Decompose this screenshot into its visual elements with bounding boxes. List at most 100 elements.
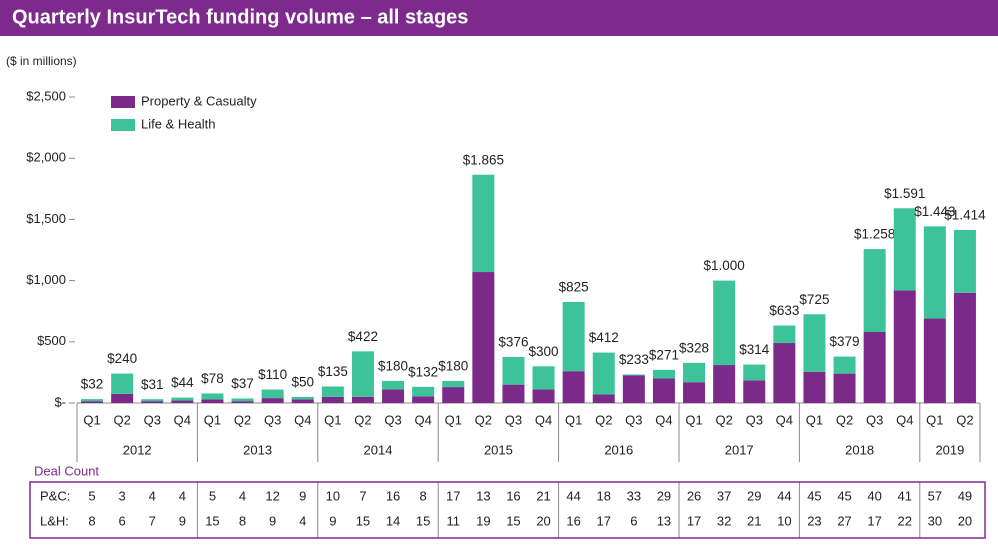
deal-count: 15 — [205, 513, 219, 528]
deal-count: 27 — [837, 513, 851, 528]
deal-count: 57 — [928, 488, 942, 503]
year-label: 2013 — [243, 442, 272, 457]
bar-segment — [923, 226, 946, 319]
x-tick-label: Q3 — [746, 412, 763, 427]
total-label: $31 — [141, 377, 164, 392]
deal-count: 30 — [928, 513, 942, 528]
bar-segment — [291, 399, 314, 403]
total-label: $1.443 — [914, 204, 955, 219]
year-label: 2019 — [935, 442, 964, 457]
total-label: $412 — [589, 330, 619, 345]
deal-count: 7 — [149, 513, 156, 528]
deal-count: 21 — [747, 513, 761, 528]
chart-title: Quarterly InsurTech funding volume – all… — [12, 6, 468, 28]
deal-count: 45 — [807, 488, 821, 503]
total-label: $233 — [619, 352, 649, 367]
bar-segment — [532, 389, 555, 403]
y-tick-label: $- — [54, 394, 66, 409]
total-label: $1.258 — [854, 227, 895, 242]
y-tick-label: $2,000 — [26, 150, 66, 165]
bar-segment — [953, 292, 976, 403]
deal-count: 9 — [329, 513, 336, 528]
total-label: $1.414 — [944, 207, 986, 222]
deal-count: 13 — [476, 488, 490, 503]
deal-count: 9 — [269, 513, 276, 528]
legend-swatch — [111, 119, 135, 131]
bar-segment — [592, 352, 615, 395]
bar-segment — [382, 389, 405, 403]
bar-segment — [863, 332, 886, 403]
total-label: $422 — [348, 329, 378, 344]
x-tick-label: Q1 — [806, 412, 823, 427]
deal-count: 17 — [597, 513, 611, 528]
year-label: 2012 — [123, 442, 152, 457]
deal-count: 19 — [476, 513, 490, 528]
x-tick-label: Q4 — [174, 412, 191, 427]
bar-segment — [622, 374, 645, 376]
total-label: $132 — [408, 364, 438, 379]
bar-segment — [201, 399, 224, 403]
bar-segment — [171, 400, 194, 403]
deal-count: 8 — [88, 513, 95, 528]
deal-count: 15 — [356, 513, 370, 528]
bar-segment — [231, 398, 254, 402]
bar-segment — [652, 378, 675, 403]
deal-count: 12 — [265, 488, 279, 503]
bar-segment — [351, 351, 374, 397]
x-tick-label: Q4 — [535, 412, 552, 427]
year-label: 2018 — [845, 442, 874, 457]
bar-segment — [171, 397, 194, 401]
x-tick-label: Q1 — [204, 412, 221, 427]
bar-segment — [773, 343, 796, 403]
bar-segment — [231, 401, 254, 403]
total-label: $44 — [171, 375, 194, 390]
bar-segment — [442, 387, 465, 403]
bar-segment — [743, 364, 766, 381]
bar-segment — [833, 373, 856, 403]
bar-segment — [442, 380, 465, 388]
bar-segment — [141, 401, 164, 403]
bar-segment — [351, 396, 374, 403]
x-tick-label: Q3 — [505, 412, 522, 427]
deal-count: 15 — [506, 513, 520, 528]
bar-segment — [743, 380, 766, 403]
bar-segment — [833, 356, 856, 374]
deal-count: 8 — [420, 488, 427, 503]
bar-segment — [201, 393, 224, 400]
deal-count: 17 — [446, 488, 460, 503]
bar-segment — [622, 375, 645, 403]
deal-count: 18 — [597, 488, 611, 503]
title-bar — [0, 0, 998, 36]
x-tick-label: Q1 — [83, 412, 100, 427]
total-label: $37 — [231, 376, 254, 391]
bar-segment — [683, 382, 706, 403]
bar-segment — [863, 249, 886, 333]
y-axis-label: ($ in millions) — [6, 54, 77, 68]
deal-count: 10 — [777, 513, 791, 528]
year-label: 2015 — [484, 442, 513, 457]
deal-count: 6 — [119, 513, 126, 528]
table-frame — [29, 481, 986, 539]
y-tick-label: $2,500 — [26, 88, 66, 103]
y-tick-label: $1,000 — [26, 272, 66, 287]
bar-segment — [713, 365, 736, 403]
x-tick-label: Q4 — [294, 412, 311, 427]
x-tick-label: Q1 — [926, 412, 943, 427]
bar-segment — [592, 394, 615, 403]
x-tick-label: Q2 — [956, 412, 973, 427]
deal-count: 7 — [359, 488, 366, 503]
bar-segment — [261, 398, 284, 403]
row-label: P&C: — [40, 488, 70, 503]
bar-segment — [111, 393, 134, 403]
bar-segment — [893, 290, 916, 403]
bar-segment — [502, 384, 525, 403]
x-tick-label: Q2 — [475, 412, 492, 427]
bar-segment — [472, 174, 495, 273]
x-tick-label: Q2 — [595, 412, 612, 427]
deal-count: 45 — [837, 488, 851, 503]
deal-count: 17 — [687, 513, 701, 528]
deal-count: 4 — [179, 488, 186, 503]
deal-count: 3 — [119, 488, 126, 503]
deal-count: 32 — [717, 513, 731, 528]
